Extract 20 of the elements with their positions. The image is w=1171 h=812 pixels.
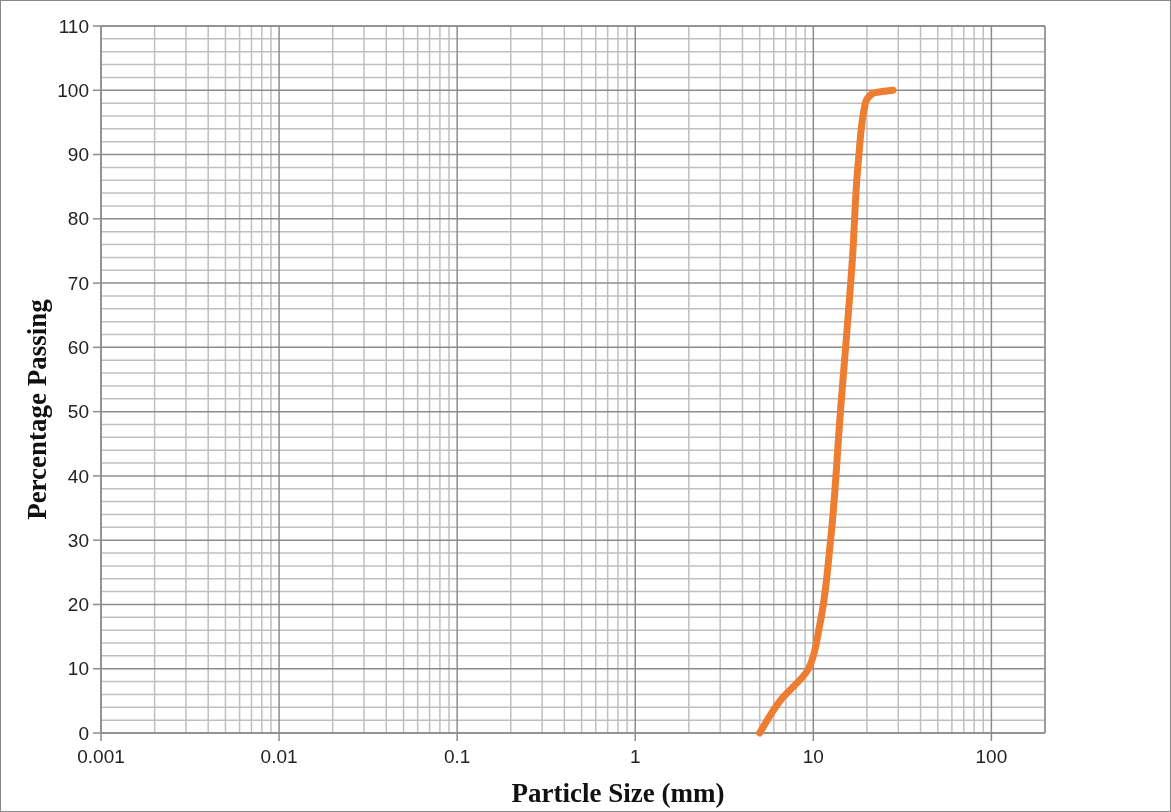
y-tick-label: 60 (67, 337, 89, 359)
y-tick-label: 70 (67, 272, 89, 294)
x-axis-title: Particle Size (mm) (511, 778, 725, 808)
x-tick-label: 0.01 (260, 746, 298, 767)
y-tick-label: 0 (78, 722, 89, 744)
x-tick-label: 1 (629, 746, 641, 767)
y-tick-label: 110 (58, 15, 89, 37)
x-tick-label: 0.1 (443, 746, 471, 767)
y-tick-label: 100 (57, 79, 89, 101)
x-tick-label: 100 (975, 746, 1008, 767)
y-axis-title: Percentage Passing (22, 298, 52, 520)
y-tick-label: 20 (67, 594, 89, 616)
x-tick-label: 10 (802, 746, 824, 767)
y-tick-label: 30 (67, 529, 89, 551)
y-tick-label: 40 (67, 465, 89, 487)
y-tick-label: 50 (67, 401, 89, 423)
y-tick-label: 80 (67, 208, 89, 230)
y-tick-label: 10 (67, 658, 89, 680)
x-tick-label: 0.001 (77, 746, 125, 767)
y-tick-label: 90 (67, 144, 89, 166)
